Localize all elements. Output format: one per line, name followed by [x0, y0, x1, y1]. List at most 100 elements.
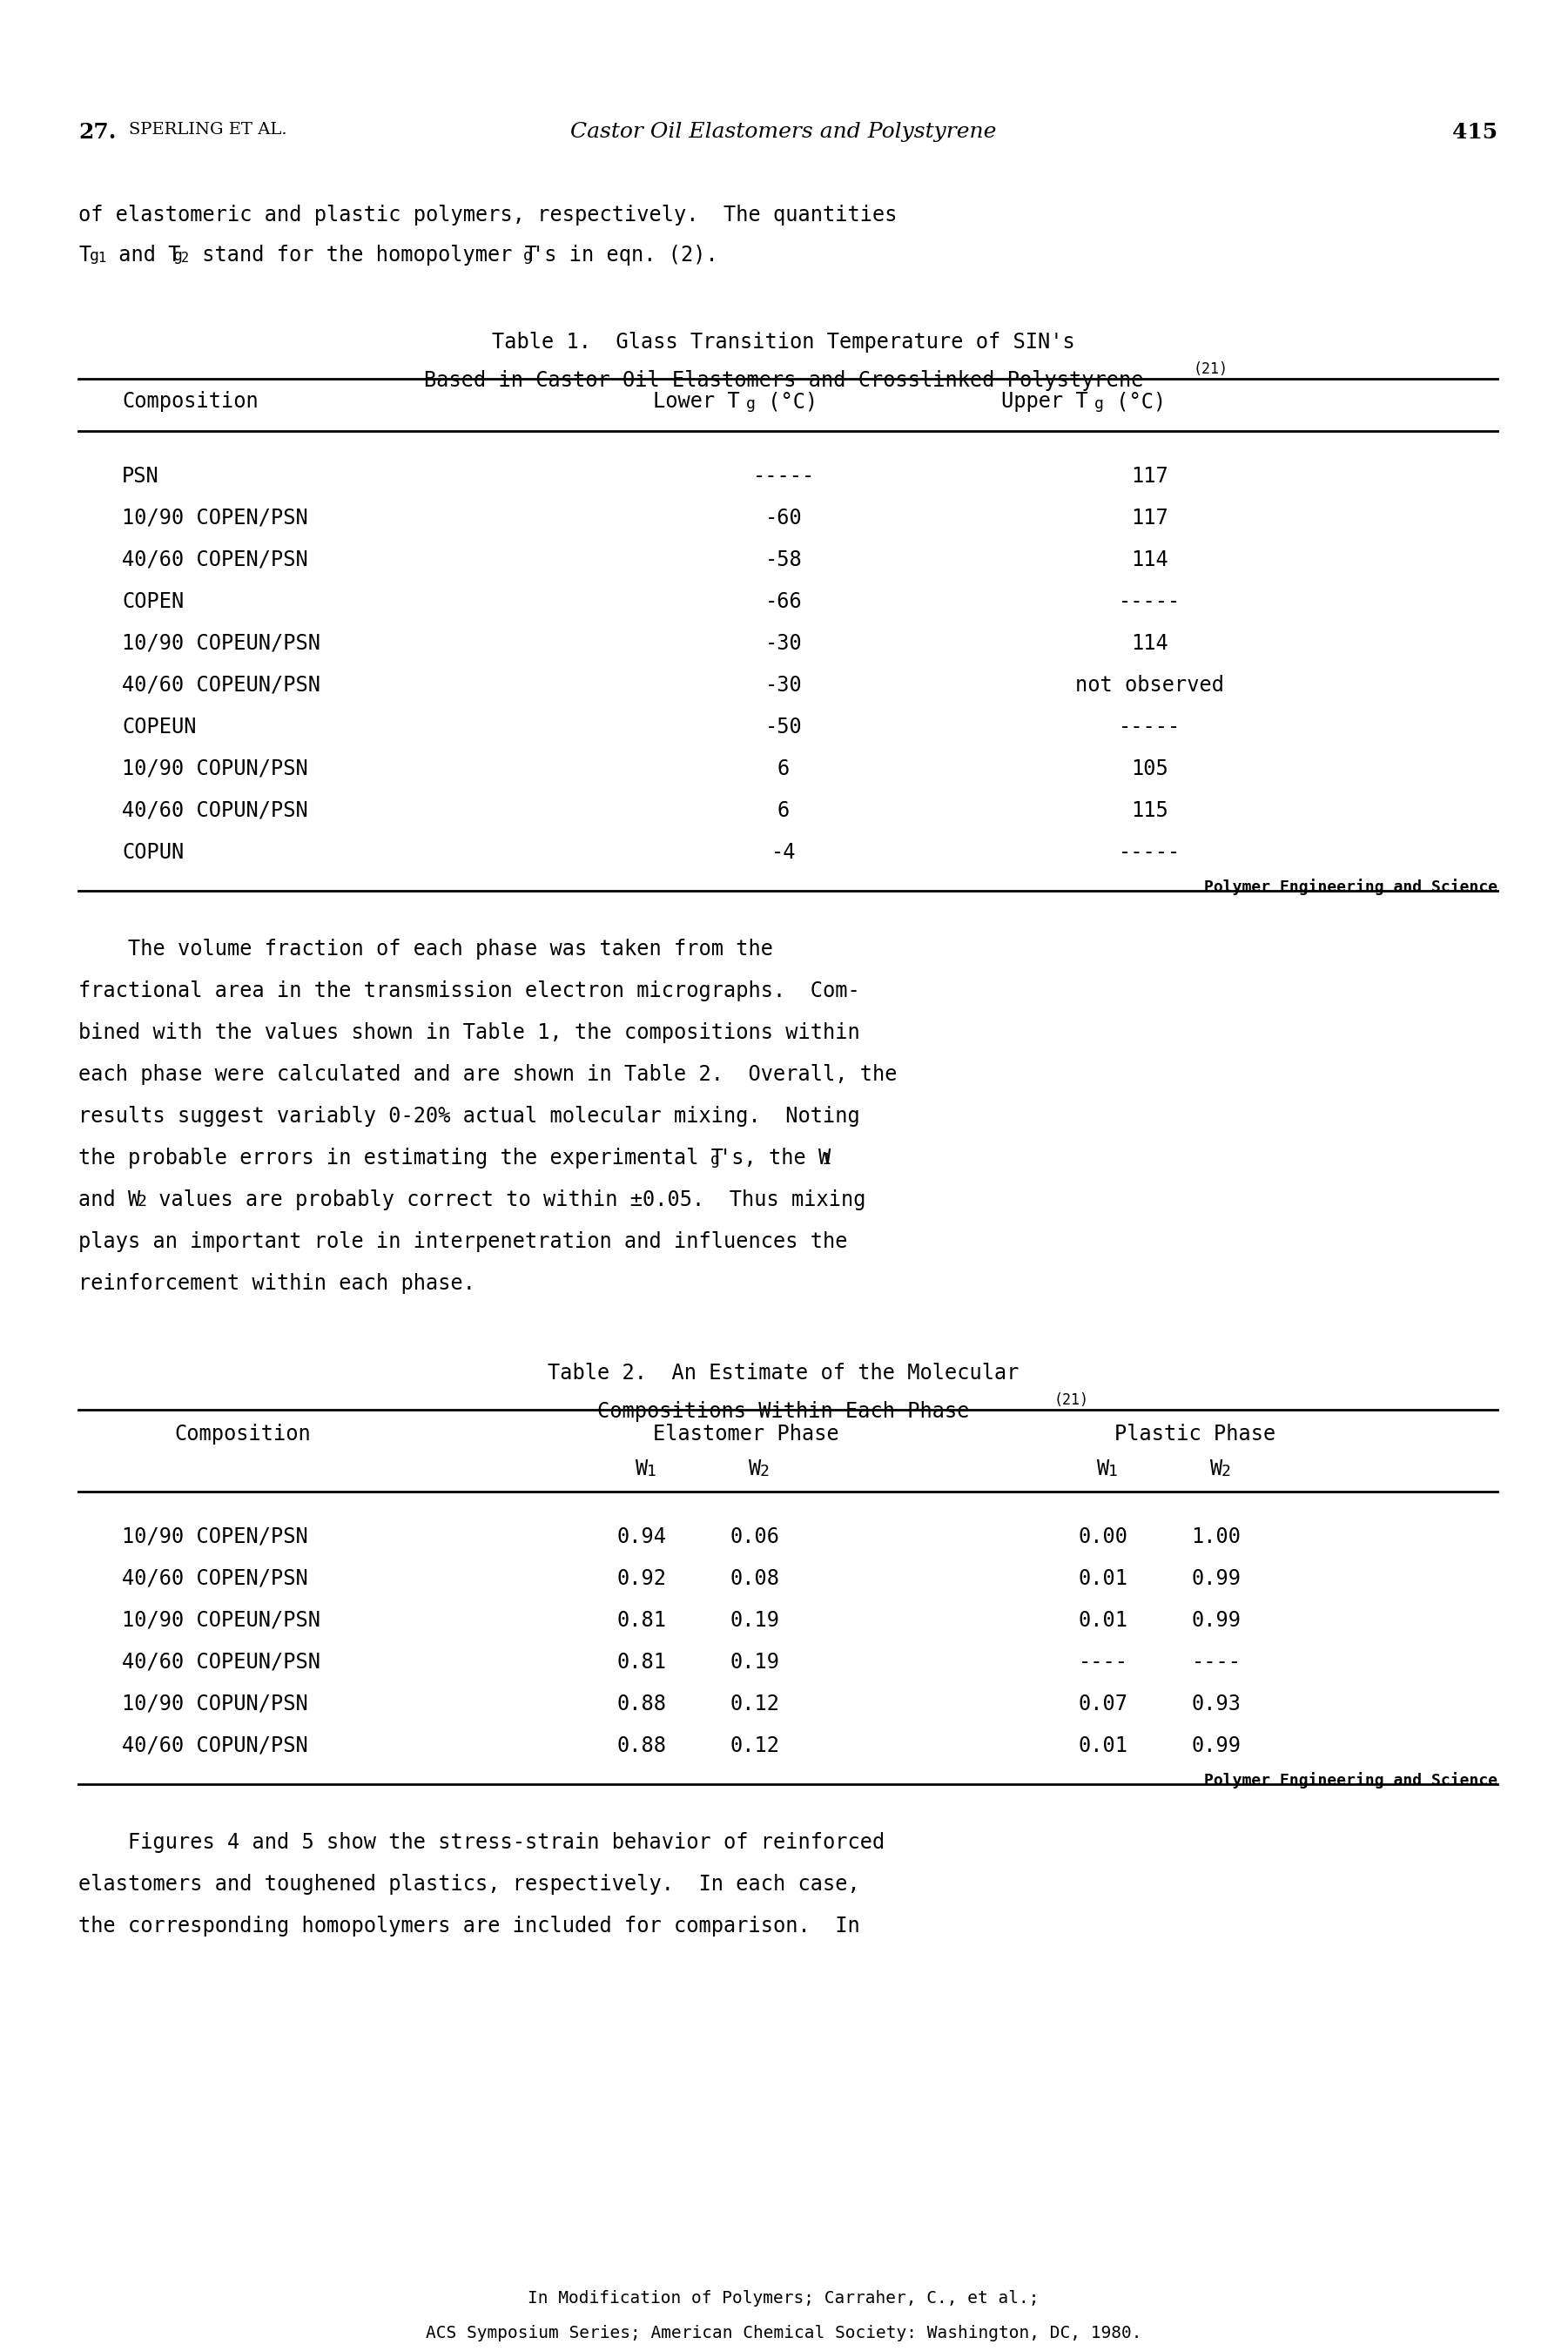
- Text: 1.00: 1.00: [1192, 1526, 1242, 1547]
- Text: W: W: [635, 1458, 648, 1479]
- Text: Upper T: Upper T: [1002, 390, 1088, 411]
- Text: 0.06: 0.06: [731, 1526, 779, 1547]
- Text: Elastomer Phase: Elastomer Phase: [652, 1425, 839, 1444]
- Text: -58: -58: [765, 550, 803, 571]
- Text: 2: 2: [760, 1465, 770, 1479]
- Text: Based in Castor Oil Elastomers and Crosslinked Polystyrene: Based in Castor Oil Elastomers and Cross…: [423, 369, 1143, 390]
- Text: -----: -----: [1118, 842, 1181, 863]
- Text: W: W: [1210, 1458, 1223, 1479]
- Text: 0.12: 0.12: [731, 1693, 779, 1714]
- Text: SPERLING ET AL.: SPERLING ET AL.: [129, 122, 287, 139]
- Text: 1: 1: [648, 1465, 657, 1479]
- Text: elastomers and toughened plastics, respectively.  In each case,: elastomers and toughened plastics, respe…: [78, 1874, 859, 1895]
- Text: (21): (21): [1193, 362, 1228, 376]
- Text: (°C): (°C): [1104, 390, 1167, 411]
- Text: 0.88: 0.88: [616, 1693, 666, 1714]
- Text: 's, the W: 's, the W: [720, 1147, 831, 1168]
- Text: 117: 117: [1131, 508, 1168, 529]
- Text: Polymer Engineering and Science: Polymer Engineering and Science: [1204, 879, 1497, 896]
- Text: not observed: not observed: [1074, 675, 1223, 696]
- Text: In Modification of Polymers; Carraher, C., et al.;: In Modification of Polymers; Carraher, C…: [528, 2290, 1040, 2306]
- Text: 40/60 COPEUN/PSN: 40/60 COPEUN/PSN: [122, 675, 320, 696]
- Text: and T: and T: [107, 245, 180, 266]
- Text: 0.01: 0.01: [1079, 1610, 1127, 1632]
- Text: and W: and W: [78, 1190, 141, 1211]
- Text: PSN: PSN: [122, 465, 158, 487]
- Text: -30: -30: [765, 632, 803, 654]
- Text: The volume fraction of each phase was taken from the: The volume fraction of each phase was ta…: [78, 938, 773, 959]
- Text: the corresponding homopolymers are included for comparison.  In: the corresponding homopolymers are inclu…: [78, 1916, 859, 1937]
- Text: 115: 115: [1131, 799, 1168, 820]
- Text: g: g: [524, 249, 533, 263]
- Text: 6: 6: [778, 759, 790, 778]
- Text: 0.12: 0.12: [731, 1735, 779, 1756]
- Text: -----: -----: [1118, 717, 1181, 738]
- Text: Composition: Composition: [122, 390, 259, 411]
- Text: ACS Symposium Series; American Chemical Society: Washington, DC, 1980.: ACS Symposium Series; American Chemical …: [425, 2325, 1142, 2342]
- Text: 117: 117: [1131, 465, 1168, 487]
- Text: 1: 1: [1109, 1465, 1118, 1479]
- Text: 2: 2: [138, 1194, 147, 1208]
- Text: 1: 1: [822, 1152, 831, 1168]
- Text: Table 2.  An Estimate of the Molecular: Table 2. An Estimate of the Molecular: [547, 1364, 1019, 1385]
- Text: 0.01: 0.01: [1079, 1735, 1127, 1756]
- Text: 114: 114: [1131, 632, 1168, 654]
- Text: 10/90 COPUN/PSN: 10/90 COPUN/PSN: [122, 1693, 307, 1714]
- Text: W: W: [1098, 1458, 1110, 1479]
- Text: COPUN: COPUN: [122, 842, 183, 863]
- Text: bined with the values shown in Table 1, the compositions within: bined with the values shown in Table 1, …: [78, 1023, 859, 1044]
- Text: -----: -----: [753, 465, 815, 487]
- Text: 114: 114: [1131, 550, 1168, 571]
- Text: 0.99: 0.99: [1192, 1610, 1242, 1632]
- Text: 0.81: 0.81: [616, 1610, 666, 1632]
- Text: COPEUN: COPEUN: [122, 717, 196, 738]
- Text: (°C): (°C): [756, 390, 818, 411]
- Text: -50: -50: [765, 717, 803, 738]
- Text: ----: ----: [1192, 1653, 1242, 1672]
- Text: 6: 6: [778, 799, 790, 820]
- Text: 40/60 COPUN/PSN: 40/60 COPUN/PSN: [122, 799, 307, 820]
- Text: stand for the homopolymer T: stand for the homopolymer T: [190, 245, 538, 266]
- Text: 0.94: 0.94: [616, 1526, 666, 1547]
- Text: 40/60 COPEN/PSN: 40/60 COPEN/PSN: [122, 1568, 307, 1589]
- Text: Composition: Composition: [174, 1425, 310, 1444]
- Text: Castor Oil Elastomers and Polystyrene: Castor Oil Elastomers and Polystyrene: [571, 122, 997, 141]
- Text: ----: ----: [1079, 1653, 1127, 1672]
- Text: 10/90 COPEUN/PSN: 10/90 COPEUN/PSN: [122, 1610, 320, 1632]
- Text: 10/90 COPUN/PSN: 10/90 COPUN/PSN: [122, 759, 307, 778]
- Text: fractional area in the transmission electron micrographs.  Com-: fractional area in the transmission elec…: [78, 980, 859, 1002]
- Text: 40/60 COPEN/PSN: 40/60 COPEN/PSN: [122, 550, 307, 571]
- Text: W: W: [750, 1458, 760, 1479]
- Text: results suggest variably 0-20% actual molecular mixing.  Noting: results suggest variably 0-20% actual mo…: [78, 1105, 859, 1126]
- Text: T: T: [78, 245, 91, 266]
- Text: g: g: [1094, 397, 1104, 411]
- Text: each phase were calculated and are shown in Table 2.  Overall, the: each phase were calculated and are shown…: [78, 1065, 897, 1084]
- Text: -----: -----: [1118, 590, 1181, 611]
- Text: reinforcement within each phase.: reinforcement within each phase.: [78, 1272, 475, 1293]
- Text: g: g: [172, 249, 183, 263]
- Text: g: g: [89, 249, 99, 263]
- Text: -66: -66: [765, 590, 803, 611]
- Text: 0.81: 0.81: [616, 1653, 666, 1672]
- Text: 0.99: 0.99: [1192, 1735, 1242, 1756]
- Text: g: g: [746, 397, 756, 411]
- Text: -30: -30: [765, 675, 803, 696]
- Text: Table 1.  Glass Transition Temperature of SIN's: Table 1. Glass Transition Temperature of…: [492, 331, 1076, 353]
- Text: 10/90 COPEN/PSN: 10/90 COPEN/PSN: [122, 508, 307, 529]
- Text: 415: 415: [1452, 122, 1497, 143]
- Text: the probable errors in estimating the experimental T: the probable errors in estimating the ex…: [78, 1147, 723, 1168]
- Text: 0.92: 0.92: [616, 1568, 666, 1589]
- Text: -4: -4: [771, 842, 797, 863]
- Text: g: g: [710, 1152, 720, 1168]
- Text: 0.08: 0.08: [731, 1568, 779, 1589]
- Text: (21): (21): [1054, 1392, 1088, 1408]
- Text: 10/90 COPEUN/PSN: 10/90 COPEUN/PSN: [122, 632, 320, 654]
- Text: 0.19: 0.19: [731, 1610, 779, 1632]
- Text: 2: 2: [180, 252, 190, 266]
- Text: Plastic Phase: Plastic Phase: [1115, 1425, 1276, 1444]
- Text: 10/90 COPEN/PSN: 10/90 COPEN/PSN: [122, 1526, 307, 1547]
- Text: Polymer Engineering and Science: Polymer Engineering and Science: [1204, 1773, 1497, 1789]
- Text: 40/60 COPEUN/PSN: 40/60 COPEUN/PSN: [122, 1653, 320, 1672]
- Text: 0.07: 0.07: [1079, 1693, 1127, 1714]
- Text: 105: 105: [1131, 759, 1168, 778]
